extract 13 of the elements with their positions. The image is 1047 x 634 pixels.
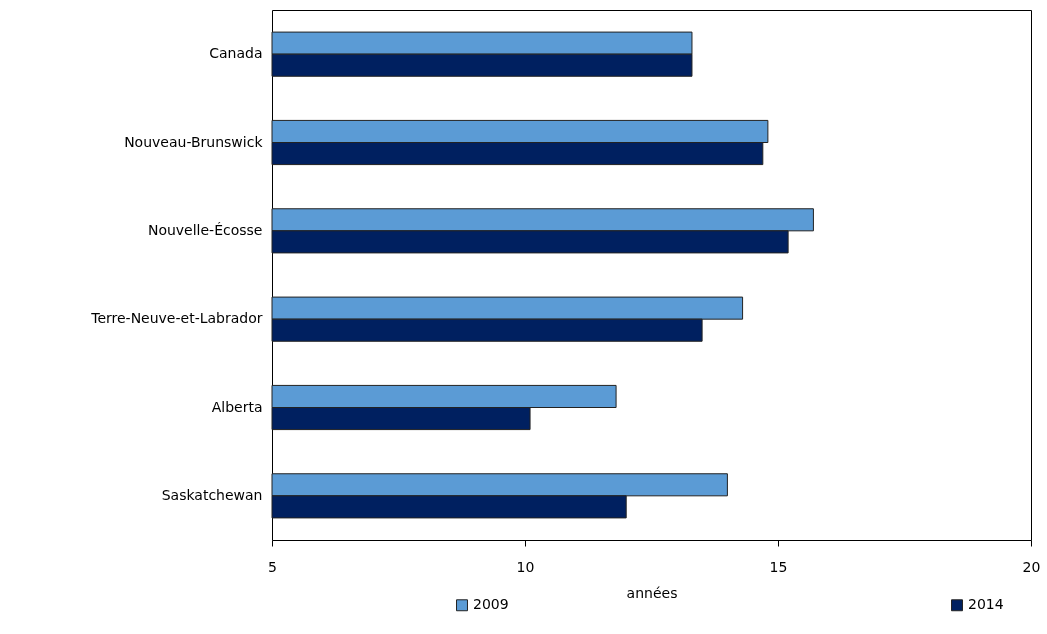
x-tick-label: 10 bbox=[516, 558, 535, 575]
x-tick-label: 15 bbox=[769, 558, 788, 575]
y-tick-label: Canada bbox=[209, 45, 263, 62]
x-axis-title: années bbox=[626, 584, 678, 601]
legend-label: 2014 bbox=[968, 596, 1004, 613]
y-tick-label: Nouveau-Brunswick bbox=[124, 133, 264, 150]
x-tick-label: 5 bbox=[268, 558, 277, 575]
x-tick-label: 20 bbox=[1022, 558, 1041, 575]
y-tick-label: Terre-Neuve-et-Labrador bbox=[90, 310, 263, 327]
y-tick-label: Nouvelle-Écosse bbox=[147, 221, 263, 238]
y-tick-label: Saskatchewan bbox=[161, 486, 263, 503]
y-tick-label: Alberta bbox=[211, 398, 263, 415]
legend-label: 2009 bbox=[473, 596, 509, 613]
